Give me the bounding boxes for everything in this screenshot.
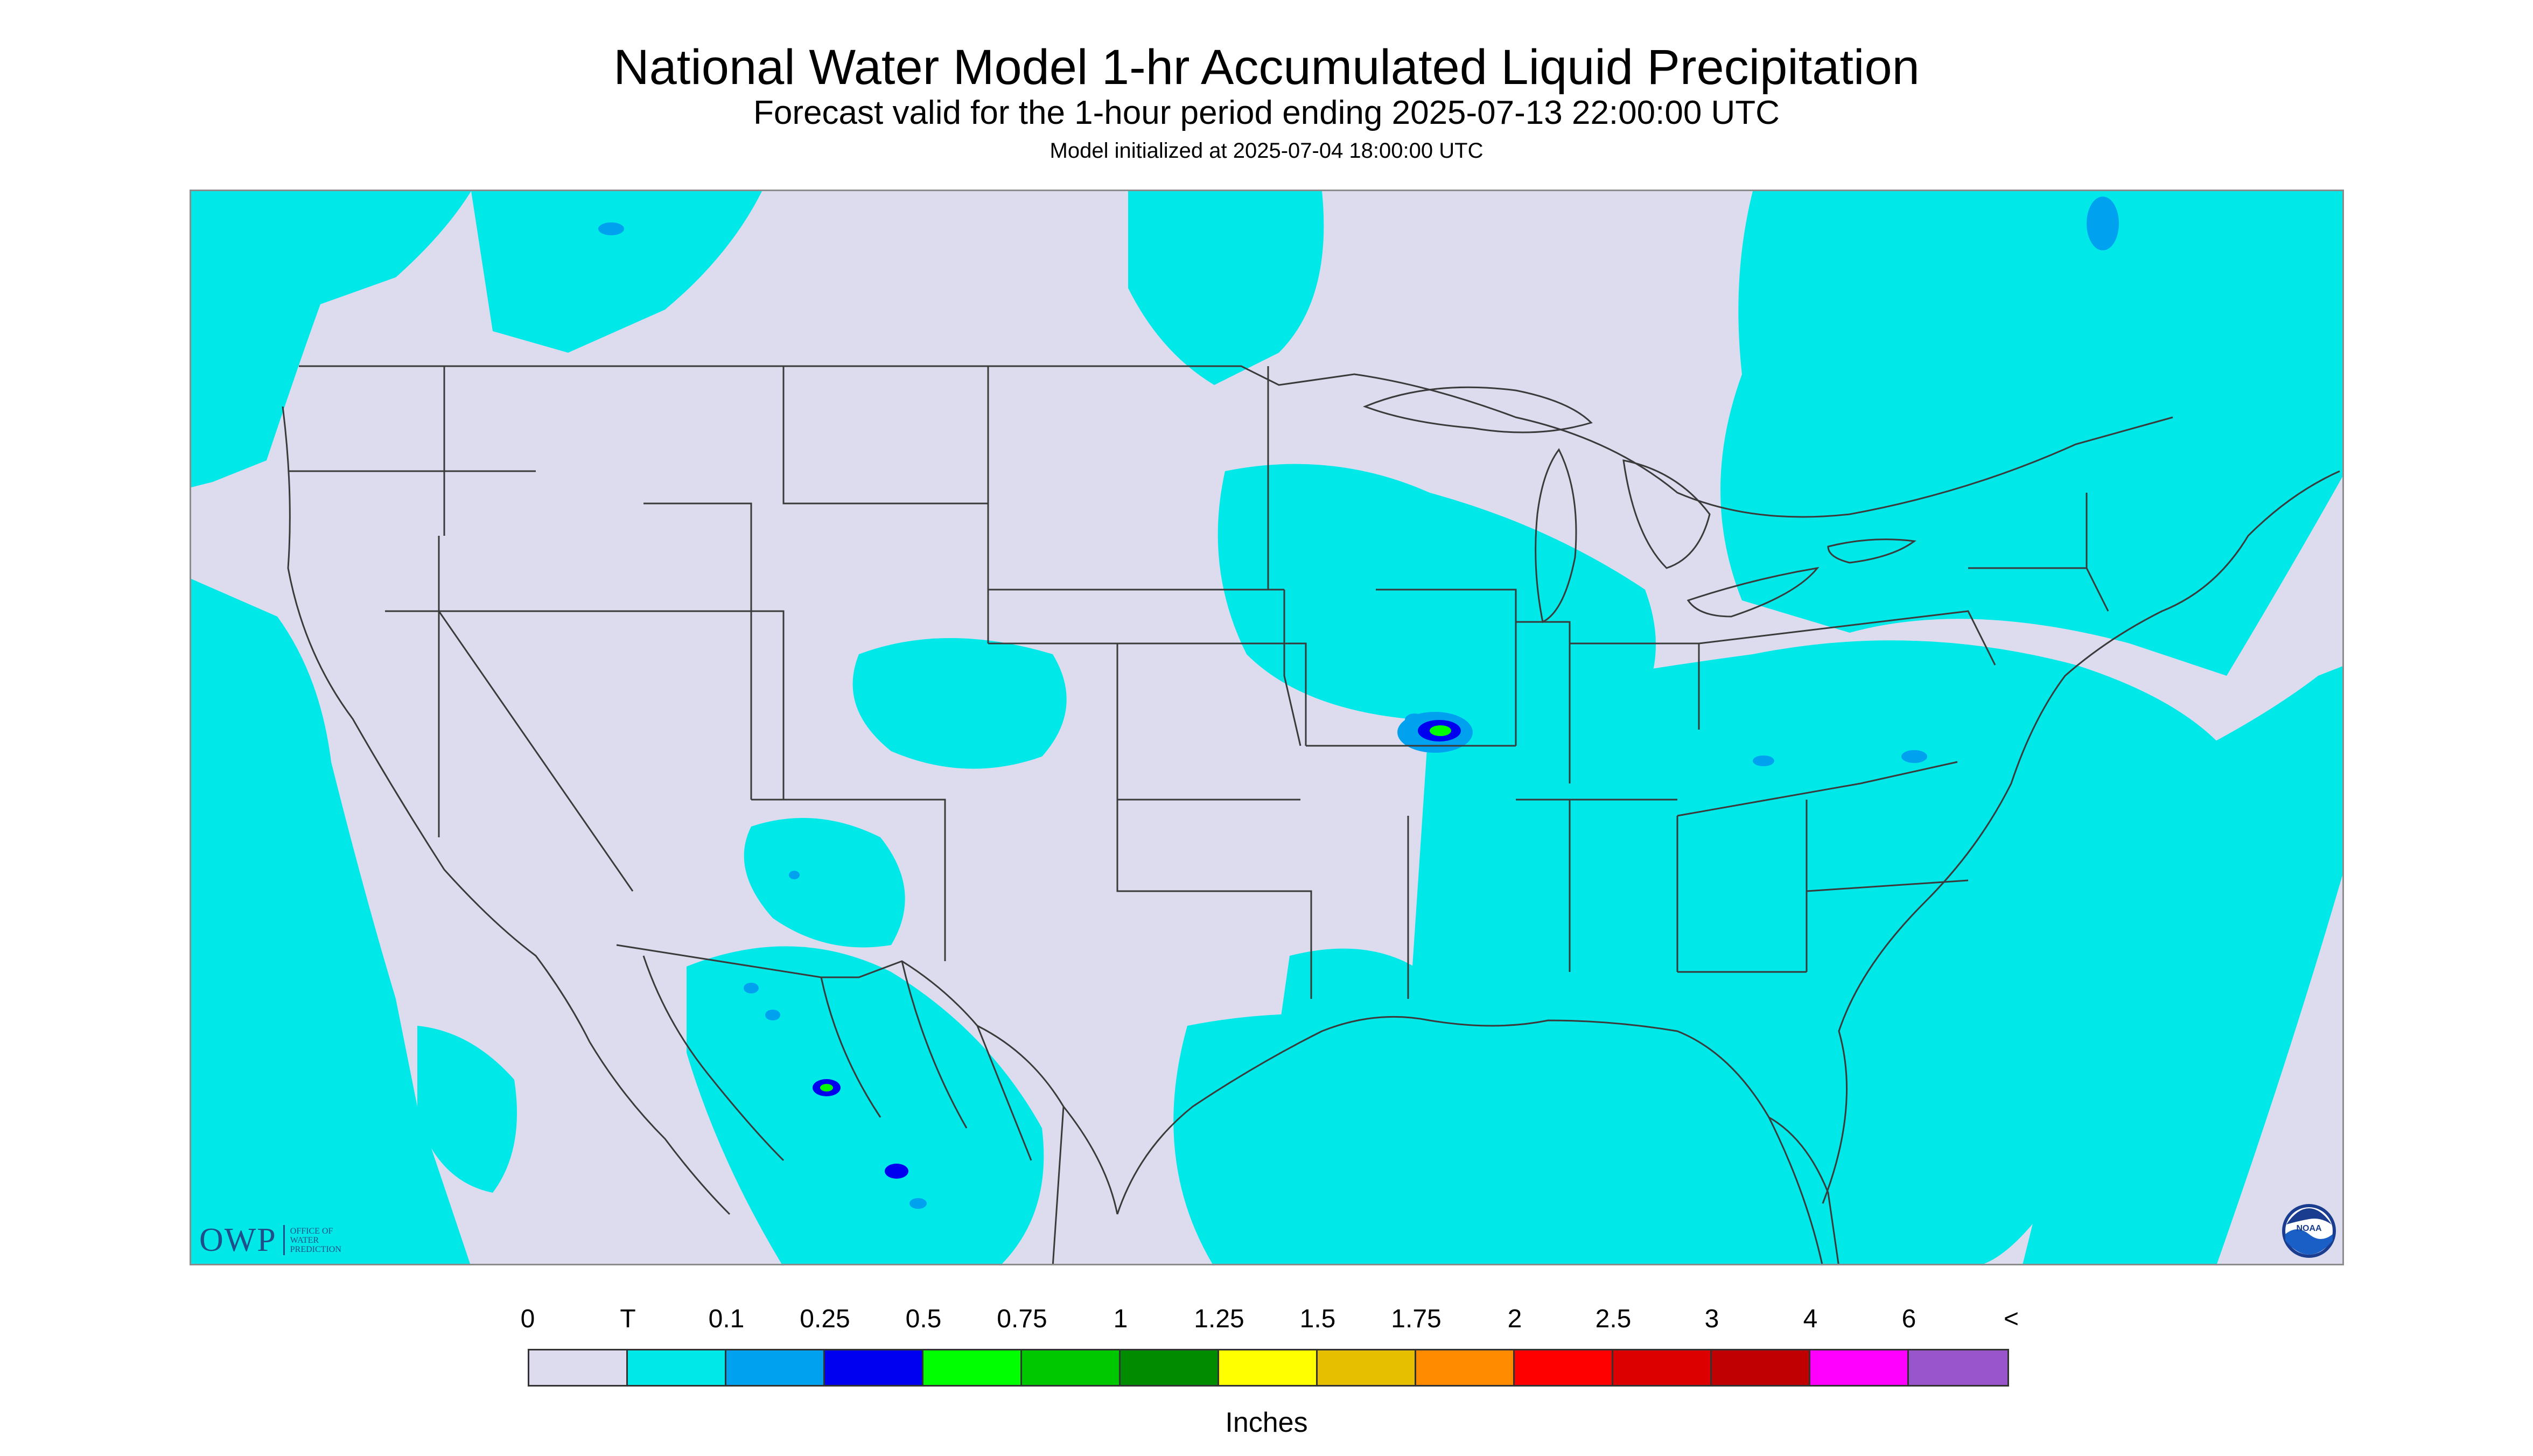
legend-swatch — [1712, 1350, 1810, 1385]
legend-tick-label: 3 — [1704, 1305, 1719, 1333]
precip-cell-missouri-peak — [1430, 725, 1451, 736]
precip-cell-virginia — [1901, 750, 1927, 763]
precip-area-ontario — [1128, 191, 1324, 385]
legend-swatch — [1121, 1350, 1219, 1385]
legend-tick-label: 1.5 — [1299, 1305, 1336, 1333]
legend-swatch — [923, 1350, 1022, 1385]
legend-swatch — [825, 1350, 923, 1385]
owp-logo-divider — [283, 1225, 285, 1255]
owp-logo-line: PREDICTION — [290, 1244, 341, 1254]
noaa-logo-text: NOAA — [2296, 1224, 2322, 1233]
legend-tick-label: 4 — [1803, 1305, 1818, 1333]
legend-tick-label: 1 — [1113, 1305, 1128, 1333]
precip-area-bc-north — [471, 191, 762, 353]
precip-cell-kentucky — [1753, 755, 1774, 766]
state-lines-west — [288, 366, 1312, 999]
precipitation-map — [190, 190, 2344, 1265]
mexico-state-lines — [820, 961, 1065, 1264]
precip-cell-sinaloa-b — [909, 1198, 927, 1209]
map-canvas — [191, 191, 2342, 1264]
lake-superior — [1362, 386, 1593, 433]
lake-erie — [1687, 566, 1820, 618]
legend-swatch — [726, 1350, 825, 1385]
legend-tick-label: 0.1 — [708, 1305, 745, 1333]
precip-area-atlantic — [2023, 666, 2342, 1264]
precip-area-texas-east — [1279, 948, 1432, 1085]
precipitation-layer — [191, 191, 2342, 1264]
state-boundaries — [282, 365, 2340, 1264]
map-subtitle: Forecast valid for the 1-hour period end… — [753, 94, 1780, 131]
owp-logo-line: WATER — [290, 1235, 319, 1245]
noaa-logo: NOAA — [2282, 1204, 2336, 1258]
precip-cell-chihuahua-b — [765, 1010, 780, 1020]
legend-swatch — [1219, 1350, 1318, 1385]
legend-units: Inches — [1225, 1407, 1308, 1438]
owp-logo-letters: OWP — [199, 1221, 277, 1258]
precip-area-pacific-nw — [191, 191, 471, 487]
heavy-precip-cells — [598, 197, 2119, 1209]
lake-huron — [1622, 459, 1711, 569]
model-init-time: Model initialized at 2025-07-04 18:00:00… — [1049, 139, 1484, 163]
legend-tick-label: 0.5 — [905, 1305, 942, 1333]
legend-color-bar — [528, 1349, 2009, 1387]
legend-swatch — [1613, 1350, 1712, 1385]
legend-swatch — [1022, 1350, 1121, 1385]
legend-swatch — [628, 1350, 726, 1385]
legend-swatch — [1810, 1350, 1909, 1385]
legend-swatch — [529, 1350, 628, 1385]
legend-tick-label: 2.5 — [1595, 1305, 1632, 1333]
precip-cell-sinaloa — [885, 1164, 908, 1179]
legend-tick-label: 1.25 — [1194, 1305, 1244, 1333]
florida-peninsula — [1768, 1116, 1839, 1264]
pacific-coastline — [282, 406, 591, 1042]
lake-michigan — [1535, 448, 1577, 624]
us-canada-border — [299, 365, 2173, 518]
precip-area-pacific-coast — [191, 579, 470, 1264]
precip-area-gulf — [1173, 1013, 1792, 1264]
legend-swatch — [1318, 1350, 1416, 1385]
legend-tick-label: < — [2003, 1305, 2019, 1333]
state-lines-east — [1306, 493, 2109, 999]
legend-tick-label: 2 — [1507, 1305, 1522, 1333]
precip-cell-chihuahua — [744, 983, 759, 993]
owp-logo-subtext: OFFICE OF WATER PREDICTION — [290, 1227, 341, 1254]
legend-swatch — [1515, 1350, 1613, 1385]
owp-logo: OWP OFFICE OF WATER PREDICTION — [199, 1221, 341, 1259]
precip-area-colorado — [852, 638, 1067, 769]
legend-tick-label: T — [620, 1305, 636, 1333]
legend-tick-label: 0.75 — [997, 1305, 1047, 1333]
legend-swatch — [1416, 1350, 1515, 1385]
precip-cell-bc — [598, 222, 624, 235]
precip-area-great-lakes — [1217, 464, 1656, 743]
map-title: National Water Model 1-hr Accumulated Li… — [613, 40, 1920, 95]
baja-california — [589, 955, 785, 1215]
owp-logo-line: OFFICE OF — [290, 1226, 333, 1236]
precip-area-canada-east — [1720, 191, 2342, 676]
gulf-coastline — [1116, 1016, 1823, 1264]
precip-cell-new-mexico — [789, 871, 800, 879]
us-mexico-border — [616, 944, 1118, 1215]
legend-tick-label: 1.75 — [1391, 1305, 1442, 1333]
precip-cell-quebec — [2087, 197, 2119, 250]
legend-swatch — [1909, 1350, 2007, 1385]
legend-tick-label: 6 — [1901, 1305, 1916, 1333]
precip-area-baja — [417, 1026, 517, 1193]
precip-area-southwest — [687, 946, 1044, 1264]
legend-tick-labels: 0 T 0.1 0.25 0.5 0.75 1 1.25 1.5 1.75 2 … — [0, 1303, 2533, 1341]
legend-tick-label: 0.25 — [800, 1305, 850, 1333]
precip-area-four-corners — [744, 818, 905, 948]
atlantic-coastline — [1822, 470, 2340, 1204]
precip-cell-sonora-core — [820, 1084, 833, 1091]
precip-cell-missouri-west — [1405, 713, 1424, 726]
legend-tick-label: 0 — [520, 1305, 535, 1333]
lake-ontario — [1827, 538, 1916, 564]
